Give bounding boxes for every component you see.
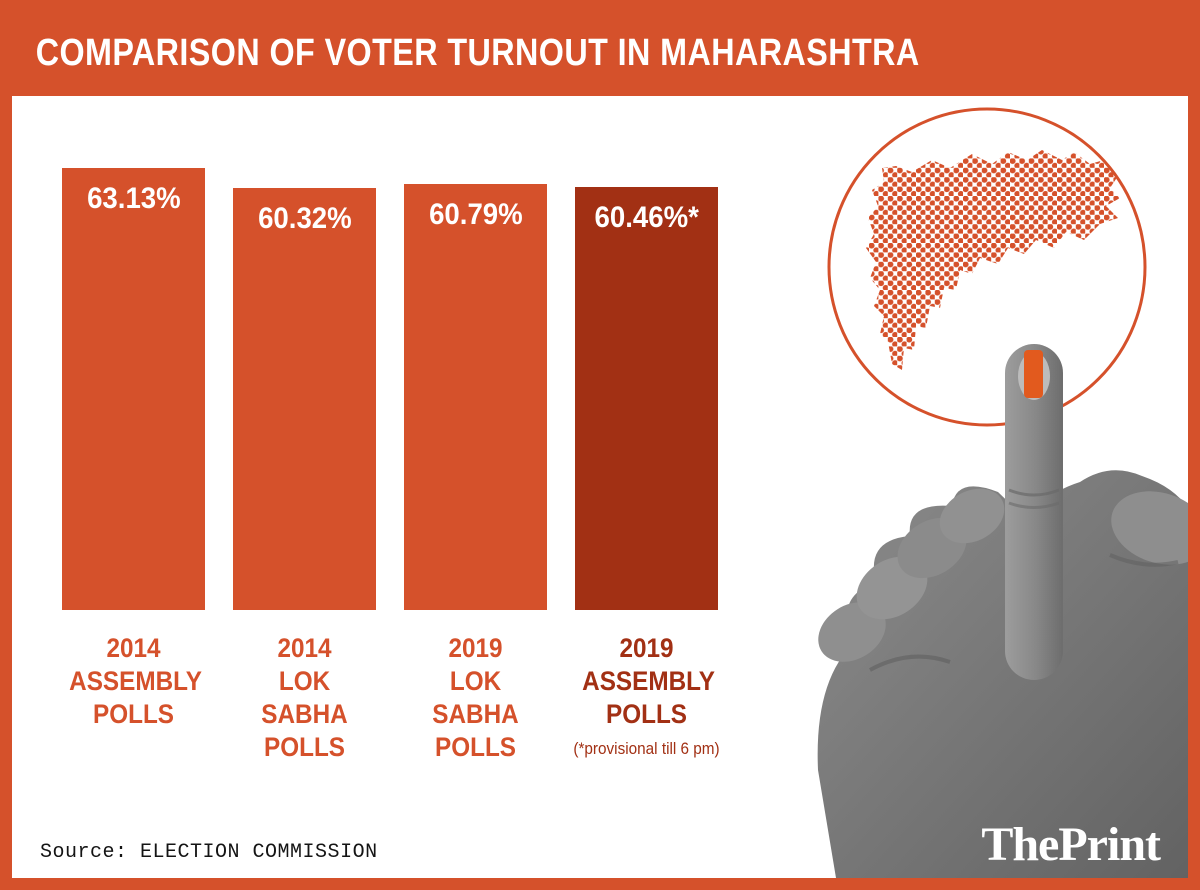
bar-value-label: 60.46%* xyxy=(594,200,699,234)
source-label: Source: xyxy=(40,841,128,864)
finger-crease xyxy=(1008,501,1060,509)
title-bar: COMPARISON OF VOTER TURNOUT IN MAHARASHT… xyxy=(0,0,1200,96)
bar-value-label: 60.32% xyxy=(257,201,352,235)
hand-crease xyxy=(869,654,951,672)
source-value: ELECTION COMMISSION xyxy=(140,841,378,864)
provisional-footnote: (*provisional till 6 pm) xyxy=(573,738,720,758)
bar-category-label: 2019 LOK SABHA POLLS xyxy=(432,633,519,762)
page-title: COMPARISON OF VOTER TURNOUT IN MAHARASHT… xyxy=(35,31,920,74)
bar-chart-labels: 2014 ASSEMBLY POLLS 2014 LOK SABHA POLLS 2… xyxy=(62,632,719,764)
maharashtra-dot-map-icon xyxy=(866,150,1120,370)
bar-4: 60.46%* xyxy=(575,186,718,610)
knuckle-bump xyxy=(818,602,886,662)
source-credit: Source: ELECTION COMMISSION xyxy=(40,841,378,864)
bar-value-label: 63.13% xyxy=(86,182,181,215)
voter-ink-mark-icon xyxy=(1024,350,1043,398)
knuckle-bump xyxy=(939,488,1005,544)
bar-chart: 63.13% 60.32% 60.79% 60.46%* xyxy=(62,168,718,610)
side-fingertip xyxy=(1111,491,1200,565)
bar-category-label: 2014 LOK SABHA POLLS xyxy=(261,633,348,762)
finger-crease xyxy=(1008,488,1060,497)
pointing-finger-hand-icon xyxy=(817,344,1200,890)
bar-value-label: 60.79% xyxy=(428,198,523,232)
bar-category-label: 2019 ASSEMBLY POLLS (*provisional till 6 … xyxy=(573,632,719,764)
bar-3: 60.79% xyxy=(404,184,547,610)
hand-crease xyxy=(1109,553,1179,567)
bar-1: 63.13% xyxy=(62,168,205,610)
map-circle-graphic xyxy=(827,107,1147,427)
theprint-logo: ThePrint xyxy=(981,818,1161,871)
bar-2: 60.32% xyxy=(233,187,376,610)
index-finger xyxy=(1005,344,1063,680)
bar-category-label: 2014 ASSEMBLY POLLS xyxy=(69,633,202,729)
